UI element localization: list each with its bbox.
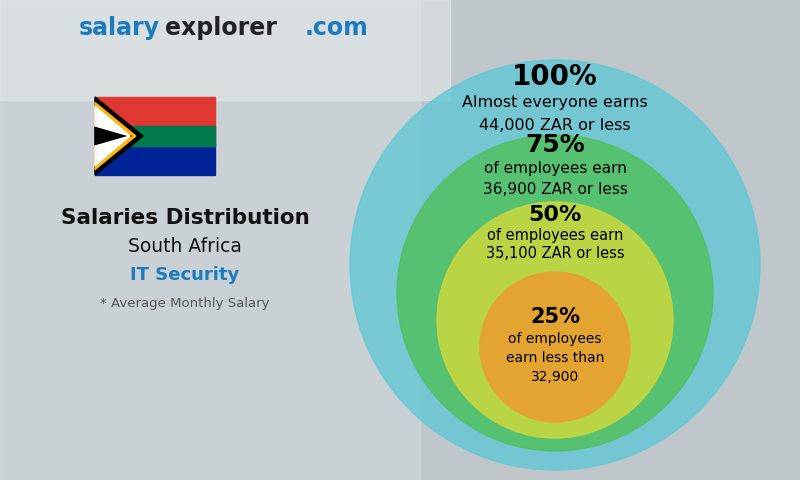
Text: 100%: 100%	[512, 63, 598, 91]
Text: 35,100 ZAR or less: 35,100 ZAR or less	[486, 247, 624, 262]
Polygon shape	[95, 97, 143, 175]
Text: 36,900 ZAR or less: 36,900 ZAR or less	[482, 181, 627, 196]
Polygon shape	[95, 136, 136, 169]
Text: IT Security: IT Security	[130, 266, 240, 284]
Bar	[0, 0, 450, 100]
Text: 32,900: 32,900	[531, 370, 579, 384]
Polygon shape	[95, 107, 130, 136]
Bar	[95, 136, 215, 175]
Circle shape	[350, 60, 760, 470]
Circle shape	[437, 202, 673, 438]
Text: 75%: 75%	[525, 133, 585, 157]
Bar	[95, 126, 215, 146]
Text: explorer: explorer	[165, 16, 277, 40]
Text: Almost everyone earns: Almost everyone earns	[462, 96, 648, 110]
Text: of employees earn: of employees earn	[483, 161, 626, 177]
Text: of employees: of employees	[508, 332, 602, 346]
Bar	[95, 97, 215, 136]
Text: 44,000 ZAR or less: 44,000 ZAR or less	[479, 118, 631, 132]
Text: 25%: 25%	[530, 307, 580, 327]
Text: .com: .com	[305, 16, 369, 40]
Text: Salaries Distribution: Salaries Distribution	[61, 208, 310, 228]
Text: South Africa: South Africa	[128, 238, 242, 256]
Bar	[0, 0, 420, 480]
Text: salary: salary	[79, 16, 160, 40]
Text: * Average Monthly Salary: * Average Monthly Salary	[100, 298, 270, 311]
Text: earn less than: earn less than	[506, 351, 604, 365]
Circle shape	[397, 135, 713, 451]
Text: of employees earn: of employees earn	[487, 228, 623, 242]
Circle shape	[480, 272, 630, 422]
Text: 50%: 50%	[528, 205, 582, 225]
Polygon shape	[95, 102, 136, 136]
Polygon shape	[95, 136, 130, 166]
